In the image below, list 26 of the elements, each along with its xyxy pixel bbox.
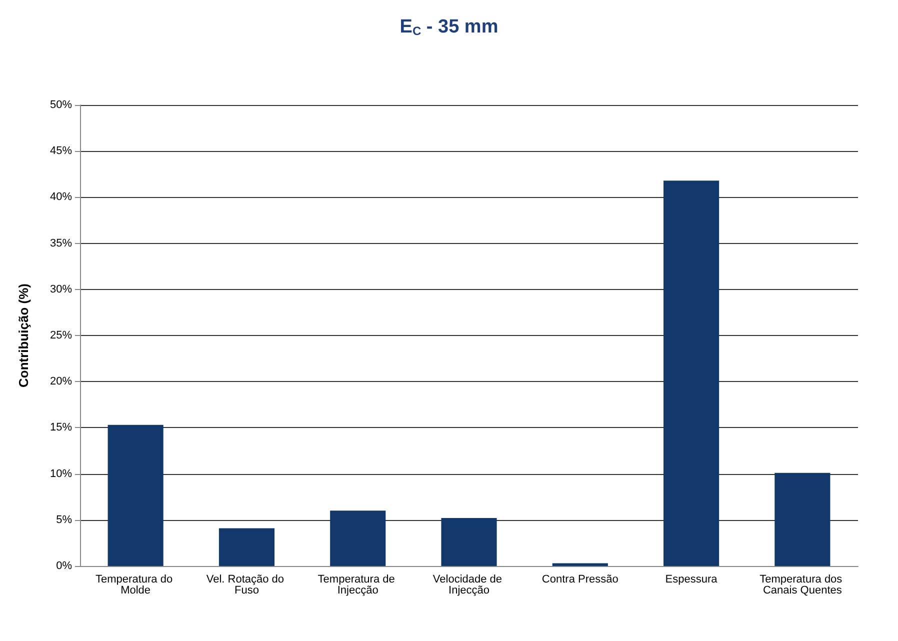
x-tick-label: Temperatura dos Canais Quentes <box>760 574 846 596</box>
y-tick-label: 50% <box>50 99 72 111</box>
y-tick-label: 45% <box>50 145 72 158</box>
y-tick-label: 35% <box>50 237 72 250</box>
y-tick-label: 20% <box>50 376 72 388</box>
bar <box>218 528 274 566</box>
x-tick-label: Velocidade de Injecção <box>432 574 506 596</box>
x-tick-label: Espessura <box>665 574 718 586</box>
y-tick-label: 15% <box>50 422 72 434</box>
bar <box>774 472 830 566</box>
x-tick-label: Temperatura de Injecção <box>318 574 398 596</box>
bar <box>552 563 608 566</box>
bar <box>108 424 164 566</box>
y-tick-label: 5% <box>56 514 72 526</box>
y-tick-label: 30% <box>50 283 72 296</box>
y-tick-label: 40% <box>50 191 72 204</box>
bar <box>441 518 497 566</box>
y-axis-title: Contribuição (%) <box>16 284 31 388</box>
y-tick-label: 0% <box>56 560 72 572</box>
bar <box>664 180 720 566</box>
bar <box>330 510 386 566</box>
y-tick-label: 10% <box>50 468 72 480</box>
x-tick-label: Vel. Rotação do Fuso <box>206 574 288 596</box>
y-tick-label: 25% <box>50 330 72 342</box>
x-tick-label: Temperatura do Molde <box>96 574 176 596</box>
x-tick-label: Contra Pressão <box>542 574 618 586</box>
